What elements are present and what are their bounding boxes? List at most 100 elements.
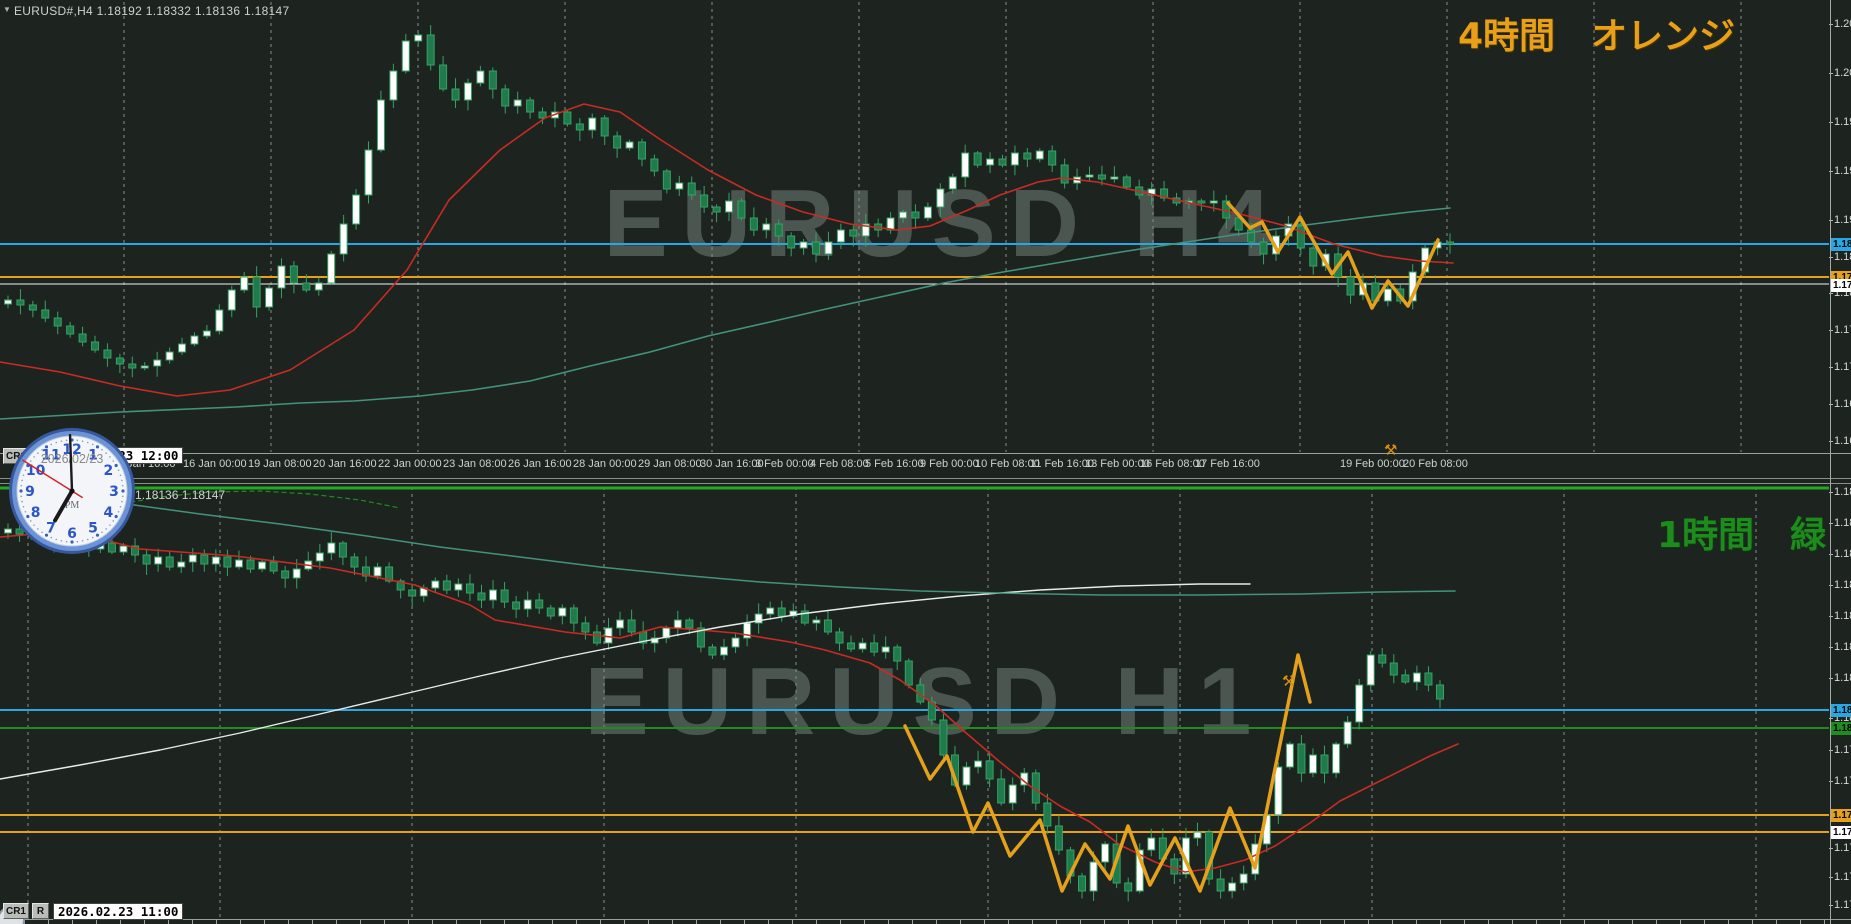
price-tick-mark [1829, 367, 1833, 368]
price-tick-label: 1.17 [1834, 744, 1851, 756]
clock-tick [26, 514, 30, 519]
candle-bull [1412, 672, 1421, 683]
clock-tick [81, 540, 84, 542]
price-tick-mark [1829, 220, 1833, 221]
date-label: 28 Jan 00:00 [573, 458, 637, 470]
candle-bull [1089, 861, 1098, 892]
panel-splitter-bottom[interactable] [0, 483, 1851, 484]
candle-bull [789, 610, 798, 617]
candle-bear [662, 170, 671, 190]
clock-tick [37, 452, 39, 454]
candle-bull [177, 561, 186, 568]
clock-tick [55, 441, 58, 444]
candle-bear [451, 88, 460, 101]
clock-tick [117, 469, 120, 472]
cr1-button-h1[interactable]: CR1 [3, 903, 29, 919]
candle-bear [592, 631, 601, 644]
candle-bear [569, 607, 578, 624]
date-label: 19 Feb 00:00 [1340, 458, 1405, 470]
candle-bear [501, 88, 510, 107]
candle-bear [696, 627, 705, 648]
candle-bull [202, 330, 211, 337]
price-tick-mark [1829, 616, 1833, 617]
candle-bear [1259, 241, 1268, 255]
clock-numeral: 7 [46, 520, 56, 536]
current-price-badge: 1.17 [1831, 278, 1851, 292]
clock-numeral: 5 [88, 520, 98, 536]
candle-bull [414, 34, 423, 42]
candle-bear [916, 684, 925, 703]
candle-bear [1436, 684, 1444, 700]
candle-bull [327, 253, 336, 284]
clock-tick [117, 510, 120, 513]
price-tick-label: 1.16 [1834, 398, 1851, 410]
candle-bull [1355, 684, 1364, 723]
panel-H4 [0, 2, 1829, 452]
clock-tick [112, 460, 115, 462]
price-tick-mark [1829, 585, 1833, 586]
candle-bull [824, 241, 833, 255]
r-button-h1[interactable]: R [32, 903, 49, 919]
candle-bear [777, 607, 786, 617]
price-tick-mark [1829, 877, 1833, 878]
clock-tick [121, 484, 124, 487]
candle-bear [581, 622, 590, 633]
clock-tick [24, 510, 27, 513]
clock-numeral: 3 [109, 484, 119, 500]
current-price-badge: 1.17 [1831, 808, 1851, 822]
candle-bear [1122, 176, 1131, 188]
candle-bear [200, 554, 209, 565]
candle-bear [512, 601, 521, 610]
candle-bull [625, 141, 634, 149]
candle-bear [103, 349, 112, 359]
symbol-dropdown-icon[interactable]: ▼ [3, 5, 11, 14]
price-tick-mark [1829, 678, 1833, 679]
candle-bear [477, 592, 486, 601]
candle-bear [442, 580, 451, 591]
candle-bear [893, 646, 902, 662]
candle-bear [115, 357, 124, 365]
clock-tick [86, 441, 89, 444]
ma-line-teal [39, 493, 1456, 596]
candle-bear [107, 542, 116, 553]
candle-bear [1247, 229, 1256, 243]
candle-bear [289, 265, 298, 284]
candle-bear [91, 341, 100, 351]
ma-line-red [0, 103, 1454, 397]
clock-numeral: 8 [31, 505, 41, 521]
candle-bull [861, 223, 870, 237]
clock-tick [121, 479, 123, 482]
hammer-pick-icon-h4: ⚒ [1384, 441, 1398, 459]
candle-bear [563, 111, 572, 125]
panel-splitter-top[interactable] [0, 478, 1851, 479]
h4-chart-title: EURUSD#,H4 1.18192 1.18332 1.18136 1.181… [14, 4, 290, 18]
candle-bull [762, 223, 771, 231]
candle-bull [489, 589, 498, 601]
h1-axis-border [0, 919, 1851, 920]
candle-bull [1285, 743, 1294, 768]
candle-bear [1424, 672, 1433, 686]
candle-bull [886, 217, 895, 231]
candle-bull [339, 223, 348, 255]
date-label: 4 Feb 08:00 [810, 458, 869, 470]
price-tick-mark [1829, 330, 1833, 331]
clock-numeral: 4 [103, 505, 113, 521]
clock-tick [65, 439, 68, 442]
price-tick-mark [1829, 848, 1833, 849]
date-label: 16 Feb 08:00 [1140, 458, 1205, 470]
clock-tick [55, 538, 58, 541]
clock-tick [81, 440, 84, 442]
candle-bear [408, 589, 417, 597]
candle-bull [1008, 784, 1017, 804]
clock-second-hand [22, 459, 73, 492]
candle-bear [385, 566, 394, 582]
clock-tick [41, 448, 43, 451]
date-label: 22 Jan 00:00 [378, 458, 442, 470]
candle-bear [708, 646, 717, 656]
clock-tick [20, 495, 23, 498]
zigzag-line [903, 653, 1312, 893]
candle-bull [258, 561, 267, 570]
candle-bull [1147, 837, 1156, 851]
